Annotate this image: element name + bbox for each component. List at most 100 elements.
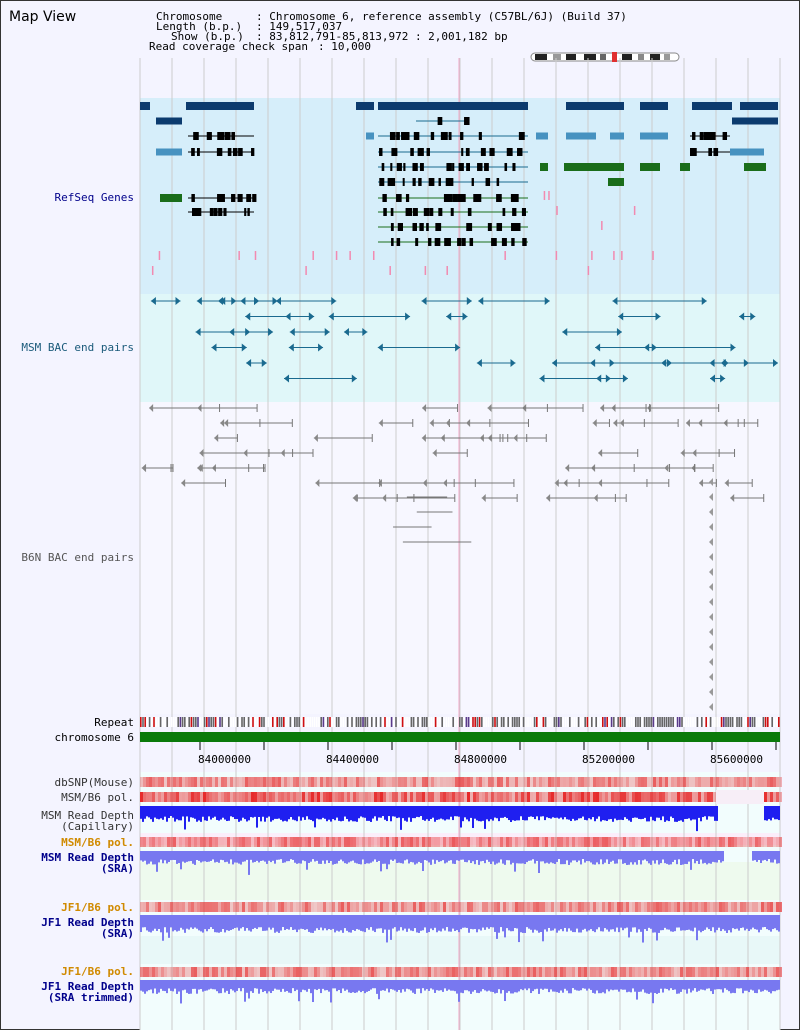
depth-bar xyxy=(704,806,706,817)
depth-bar xyxy=(188,851,190,862)
depth-bar xyxy=(410,915,412,931)
depth-bar xyxy=(582,806,584,817)
depth-bar xyxy=(670,915,672,932)
repeat-element xyxy=(500,717,503,727)
refseq-label[interactable]: RefSeq Genes xyxy=(54,191,134,204)
depth-bar xyxy=(200,851,202,863)
polymorphism-cell xyxy=(365,902,368,912)
repeat-element xyxy=(478,717,481,727)
polymorphism-cell xyxy=(257,792,260,802)
polymorphism-cell xyxy=(731,837,734,847)
polymorphism-cell xyxy=(602,902,605,912)
polymorphism-cell xyxy=(761,967,764,977)
depth-bar xyxy=(486,915,488,928)
repeat-element xyxy=(672,717,674,727)
jf1-b6-pol-label-2[interactable]: JF1/B6 pol. xyxy=(61,965,134,978)
gene-exon xyxy=(418,148,424,156)
pink-read xyxy=(543,191,546,200)
polymorphism-cell xyxy=(626,837,629,847)
depth-bar xyxy=(544,851,546,864)
polymorphism-cell xyxy=(155,967,158,977)
polymorphism-cell xyxy=(377,967,380,977)
depth-bar xyxy=(354,851,356,863)
repeat-element xyxy=(351,717,353,727)
depth-bar xyxy=(450,851,452,861)
polymorphism-cell xyxy=(161,967,164,977)
polymorphism-cell xyxy=(167,792,170,802)
depth-bar xyxy=(570,806,572,822)
depth-bar xyxy=(716,806,718,821)
jf1-b6-pol-label[interactable]: JF1/B6 pol. xyxy=(61,901,134,914)
msm-b6-pol-label[interactable]: MSM/B6 pol. xyxy=(61,791,134,804)
gene-exon xyxy=(461,238,466,246)
msm-depth-sra-label[interactable]: MSM Read Depth (SRA) xyxy=(41,851,134,875)
repeat-element xyxy=(514,717,516,727)
pink-read xyxy=(548,191,550,200)
gene-exon xyxy=(708,148,711,156)
depth-bar xyxy=(490,915,492,928)
depth-bar xyxy=(388,806,390,817)
polymorphism-cell xyxy=(143,792,146,802)
polymorphism-cell xyxy=(518,967,521,977)
polymorphism-cell xyxy=(539,837,542,847)
polymorphism-cell xyxy=(437,792,440,802)
gene-exon xyxy=(446,194,453,202)
polymorphism-cell xyxy=(596,777,599,787)
polymorphism-cell xyxy=(635,837,638,847)
span-key: Read coverage check span xyxy=(149,40,308,53)
pink-read xyxy=(613,251,615,260)
polymorphism-cell xyxy=(398,777,401,787)
polymorphism-cell xyxy=(494,902,497,912)
depth-bar xyxy=(332,806,334,820)
depth-bar xyxy=(364,980,366,994)
depth-bar xyxy=(506,915,508,929)
polymorphism-cell xyxy=(479,967,482,977)
gene-exon xyxy=(440,132,446,140)
dbsnp-label[interactable]: dbSNP(Mouse) xyxy=(54,776,134,789)
msm-depth-capillary-label[interactable]: MSM Read Depth (Capillary) xyxy=(41,809,134,833)
gene-exon xyxy=(711,132,714,140)
repeat-element xyxy=(641,717,644,727)
depth-bar xyxy=(442,915,444,929)
depth-bar xyxy=(440,851,442,862)
polymorphism-cell xyxy=(518,777,521,787)
polymorphism-cell xyxy=(584,777,587,787)
polymorphism-cell xyxy=(470,792,473,802)
depth-bar xyxy=(238,806,240,822)
chromosome-ideogram[interactable] xyxy=(0,0,800,70)
depth-bar xyxy=(212,915,214,930)
polymorphism-cell xyxy=(512,837,515,847)
polymorphism-cell xyxy=(356,902,359,912)
depth-bar xyxy=(776,980,778,991)
msm-b6-pol-label-2[interactable]: MSM/B6 pol. xyxy=(61,836,134,849)
depth-bar xyxy=(308,851,310,863)
jf1-depth-sra-label[interactable]: JF1 Read Depth (SRA) xyxy=(41,916,134,940)
repeat-element xyxy=(621,717,624,727)
depth-bar xyxy=(442,980,444,992)
bac-end-marker xyxy=(709,374,715,383)
msm-bac-label[interactable]: MSM BAC end pairs xyxy=(21,341,134,354)
depth-bar xyxy=(364,915,366,933)
depth-bar xyxy=(632,980,634,989)
repeat-element xyxy=(467,717,470,727)
repeat-element xyxy=(582,717,584,727)
bac-end-marker xyxy=(211,343,217,352)
gene-exon xyxy=(511,238,515,246)
depth-bar xyxy=(664,806,666,822)
depth-bar xyxy=(558,806,560,819)
polymorphism-cell xyxy=(674,837,677,847)
depth-bar xyxy=(336,980,338,992)
depth-bar xyxy=(442,806,444,820)
jf1-depth-trim-label[interactable]: JF1 Read Depth (SRA trimmed) xyxy=(41,980,134,1004)
b6n-bac-label[interactable]: B6N BAC end pairs xyxy=(21,551,134,564)
depth-bar xyxy=(684,851,686,864)
depth-bar xyxy=(228,980,230,994)
polymorphism-cell xyxy=(713,777,716,787)
depth-bar xyxy=(764,915,766,928)
depth-bar xyxy=(442,851,444,861)
repeat-element xyxy=(529,717,531,727)
depth-bar xyxy=(412,806,414,819)
depth-bar xyxy=(252,851,254,863)
depth-bar xyxy=(498,851,500,863)
